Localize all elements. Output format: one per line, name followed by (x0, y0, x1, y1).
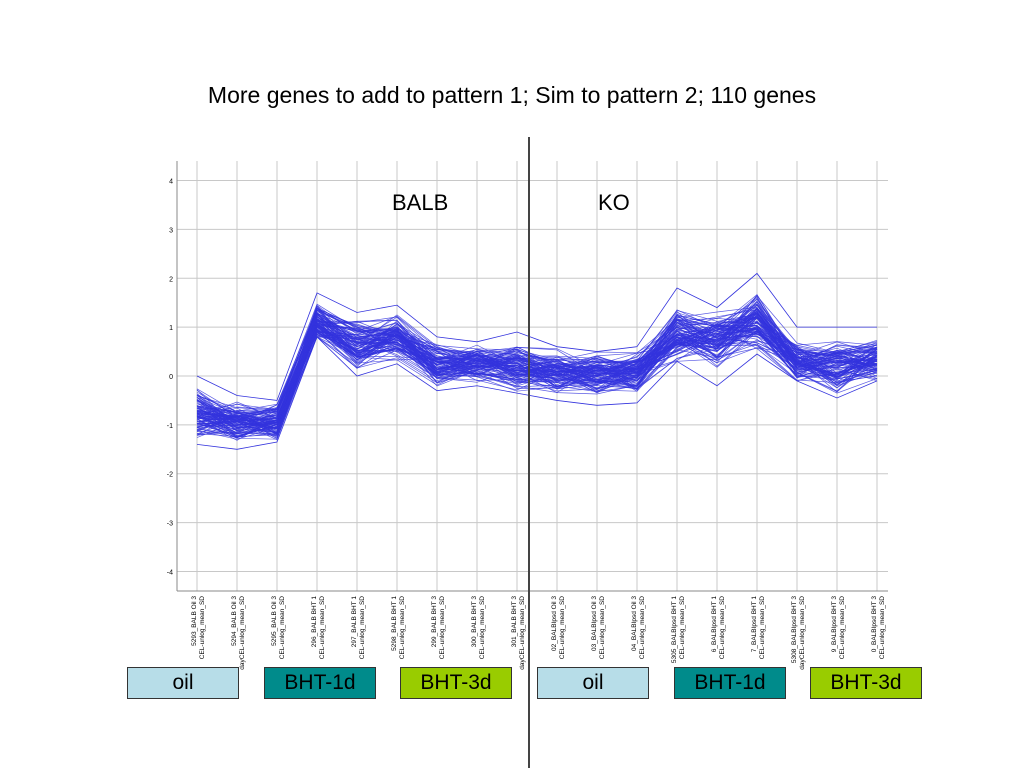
legend-box-bht-3d: BHT-3d (810, 667, 922, 699)
y-tick-labels: 4 3 2 1 0 -1 -2 -3 -4 (167, 179, 173, 577)
svg-text:dayCEL-unlog_mean_SD: dayCEL-unlog_mean_SD (239, 596, 246, 670)
x-tick-label: 301_BALB BHT 3 dayCEL-unlog_mean_SD (511, 596, 526, 670)
series-line (196, 309, 878, 429)
svg-text:CEL-unlog_mean_SD: CEL-unlog_mean_SD (639, 596, 646, 660)
x-tick-labels: 5293_BALB Oil 3 CEL-unlog_mean_SD 5294_BAL… (191, 596, 886, 670)
legend-box-bht-1d: BHT-1d (674, 667, 786, 699)
series-line (196, 306, 878, 424)
svg-text:CEL-unlog_mean_SD: CEL-unlog_mean_SD (559, 596, 566, 660)
svg-text:dayCEL-unlog_mean_SD: dayCEL-unlog_mean_SD (519, 596, 526, 670)
region-label-ko: KO (598, 190, 630, 215)
group-divider (528, 137, 530, 768)
svg-text:5298_BALB BHT 1: 5298_BALB BHT 1 (391, 596, 398, 651)
svg-text:CEL-unlog_mean_SD: CEL-unlog_mean_SD (479, 596, 486, 660)
axes (176, 161, 888, 592)
svg-text:7_BALBIpsd BHT 1: 7_BALBIpsd BHT 1 (751, 596, 758, 653)
svg-text:9_BALBIpsd BHT 3: 9_BALBIpsd BHT 3 (831, 596, 838, 653)
x-tick-label: 5308_BALBIpsd BHT 3 dayCEL-unlog_mean_SD (791, 596, 806, 670)
x-tick-label: 5294_BALB Oil 3 dayCEL-unlog_mean_SD (231, 596, 246, 670)
svg-text:5308_BALBIpsd BHT 3: 5308_BALBIpsd BHT 3 (791, 596, 798, 663)
series-line-min (196, 336, 878, 450)
x-tick-label: 0_BALBIpsd BHT 3 CEL-unlog_mean_SD (871, 596, 886, 660)
y-tick-label: -2 (167, 472, 173, 479)
y-tick-label: 4 (169, 179, 173, 186)
y-tick-label: -1 (167, 423, 173, 430)
x-tick-label: 04_BALBIpsd Oil 3 CEL-unlog_mean_SD (631, 596, 646, 660)
svg-text:CEL-unlog_mean_SD: CEL-unlog_mean_SD (359, 596, 366, 660)
page-title: More genes to add to pattern 1; Sim to p… (207, 82, 817, 108)
svg-text:5295_BALB Oil 3: 5295_BALB Oil 3 (271, 596, 278, 646)
svg-text:CEL-unlog_mean_SD: CEL-unlog_mean_SD (279, 596, 286, 660)
svg-text:CEL-unlog_mean_SD: CEL-unlog_mean_SD (759, 596, 766, 660)
y-tick-label: 1 (169, 325, 173, 332)
y-tick-label: 2 (169, 276, 173, 283)
svg-text:CEL-unlog_mean_SD: CEL-unlog_mean_SD (399, 596, 406, 660)
x-tick-label: 5295_BALB Oil 3 CEL-unlog_mean_SD (271, 596, 286, 660)
series-line (196, 304, 878, 428)
svg-text:5305_BALBIpsd BHT 1: 5305_BALBIpsd BHT 1 (671, 596, 678, 663)
series-lines (196, 272, 878, 450)
svg-text:296_BALB BHT 1: 296_BALB BHT 1 (311, 596, 318, 648)
svg-text:297_BALB BHT 1: 297_BALB BHT 1 (351, 596, 358, 648)
y-tick-label: 0 (169, 374, 173, 381)
x-tick-label: 5298_BALB BHT 1 CEL-unlog_mean_SD (391, 596, 406, 660)
svg-text:03_BALBIpsd Oil 3: 03_BALBIpsd Oil 3 (591, 596, 598, 651)
svg-text:300_BALB BHT 3: 300_BALB BHT 3 (471, 596, 478, 648)
svg-text:CEL-unlog_mean_SD: CEL-unlog_mean_SD (599, 596, 606, 660)
svg-text:CEL-unlog_mean_SD: CEL-unlog_mean_SD (679, 596, 686, 660)
series-line (196, 328, 878, 441)
x-tick-label: 5305_BALBIpsd BHT 1 CEL-unlog_mean_SD (671, 596, 686, 663)
svg-text:CEL-unlog_mean_SD: CEL-unlog_mean_SD (319, 596, 326, 660)
legend-box-bht-1d: BHT-1d (264, 667, 376, 699)
legend-box-bht-3d: BHT-3d (400, 667, 512, 699)
x-tick-label: 299_BALB BHT 3 CEL-unlog_mean_SD (431, 596, 446, 660)
svg-text:5294_BALB Oil 3: 5294_BALB Oil 3 (231, 596, 238, 646)
y-tick-label: -3 (167, 521, 173, 528)
svg-text:6_BALBIpsd BHT 1: 6_BALBIpsd BHT 1 (711, 596, 718, 653)
svg-text:299_BALB BHT 3: 299_BALB BHT 3 (431, 596, 438, 648)
legend-box-oil: oil (127, 667, 239, 699)
svg-text:CEL-unlog_mean_SD: CEL-unlog_mean_SD (439, 596, 446, 660)
x-tick-label: 6_BALBIpsd BHT 1 CEL-unlog_mean_SD (711, 596, 726, 660)
y-tick-label: 3 (169, 227, 173, 234)
series-line-max (196, 272, 877, 401)
svg-text:04_BALBIpsd Oil 3: 04_BALBIpsd Oil 3 (631, 596, 638, 651)
series-line (196, 303, 878, 430)
x-tick-label: 300_BALB BHT 3 CEL-unlog_mean_SD (471, 596, 486, 660)
x-tick-label: 02_BALBIpsd Oil 3 CEL-unlog_mean_SD (551, 596, 566, 660)
region-label-balb: BALB (392, 190, 449, 215)
svg-text:CEL-unlog_mean_SD: CEL-unlog_mean_SD (199, 596, 206, 660)
svg-text:dayCEL-unlog_mean_SD: dayCEL-unlog_mean_SD (799, 596, 806, 670)
y-tick-label: -4 (167, 569, 173, 576)
svg-text:CEL-unlog_mean_SD: CEL-unlog_mean_SD (839, 596, 846, 660)
series-line (196, 304, 878, 428)
series-line (196, 321, 878, 439)
svg-text:301_BALB BHT 3: 301_BALB BHT 3 (511, 596, 518, 648)
x-tick-label: 9_BALBIpsd BHT 3 CEL-unlog_mean_SD (831, 596, 846, 660)
x-tick-label: 7_BALBIpsd BHT 1 CEL-unlog_mean_SD (751, 596, 766, 660)
series-line (196, 311, 878, 438)
x-tick-label: 296_BALB BHT 1 CEL-unlog_mean_SD (311, 596, 326, 660)
svg-text:0_BALBIpsd BHT 3: 0_BALBIpsd BHT 3 (871, 596, 878, 653)
x-tick-label: 297_BALB BHT 1 CEL-unlog_mean_SD (351, 596, 366, 660)
legend-box-oil: oil (537, 667, 649, 699)
svg-text:02_BALBIpsd Oil 3: 02_BALBIpsd Oil 3 (551, 596, 558, 651)
svg-text:CEL-unlog_mean_SD: CEL-unlog_mean_SD (879, 596, 886, 660)
svg-text:CEL-unlog_mean_SD: CEL-unlog_mean_SD (719, 596, 726, 660)
svg-text:5293_BALB Oil 3: 5293_BALB Oil 3 (191, 596, 198, 646)
x-tick-label: 5293_BALB Oil 3 CEL-unlog_mean_SD (191, 596, 206, 660)
x-tick-label: 03_BALBIpsd Oil 3 CEL-unlog_mean_SD (591, 596, 606, 660)
